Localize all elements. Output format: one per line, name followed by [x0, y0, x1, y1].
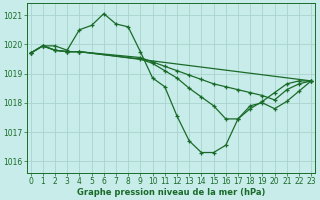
X-axis label: Graphe pression niveau de la mer (hPa): Graphe pression niveau de la mer (hPa)	[77, 188, 265, 197]
